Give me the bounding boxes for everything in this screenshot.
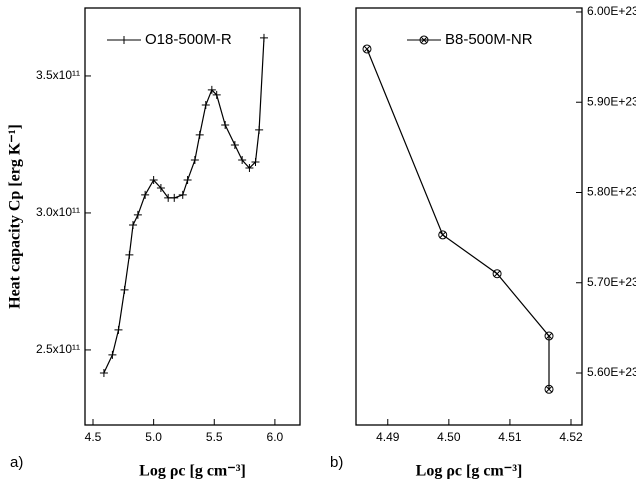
marker: [120, 36, 128, 44]
marker-circle: [492, 269, 502, 279]
y-tick-label: 6.00E+23: [587, 4, 636, 18]
marker-circle: [419, 35, 429, 45]
marker: [259, 33, 268, 42]
marker: [544, 331, 554, 341]
marker: [120, 285, 129, 294]
y-tick-label: 5.60E+23: [587, 365, 636, 379]
marker: [114, 325, 123, 334]
marker: [492, 269, 502, 279]
marker: [544, 384, 554, 394]
marker-circle: [438, 230, 448, 240]
marker: [195, 130, 204, 139]
marker-cross: [545, 332, 553, 340]
plot-frame: [355, 7, 583, 426]
x-tick-label: 6.0: [267, 430, 284, 444]
marker: [221, 120, 230, 129]
y-tick-label: 5.80E+23: [587, 185, 636, 199]
marker: [251, 157, 260, 166]
y-tick-label: 5.70E+23: [587, 275, 636, 289]
marker-circle: [544, 331, 554, 341]
x-tick-label: 5.0: [145, 430, 162, 444]
marker: [212, 90, 221, 99]
marker: [125, 250, 134, 259]
y-tick-label: 3.5x10¹¹: [36, 68, 80, 82]
y-axis-label: Heat capacity Cp [erg K⁻¹]: [7, 124, 24, 309]
x-axis-label: Log ρc [g cm⁻³]: [416, 463, 523, 480]
marker: [255, 125, 264, 134]
x-tick-label: 4.51: [498, 430, 522, 444]
marker-circle: [362, 44, 372, 54]
marker: [108, 350, 117, 359]
panel-label: b): [330, 454, 343, 471]
marker: [419, 35, 429, 45]
x-tick-label: 4.5: [85, 430, 102, 444]
plot-frame: [84, 7, 301, 426]
x-axis-label: Log ρc [g cm⁻³]: [139, 463, 246, 480]
marker: [99, 368, 108, 377]
x-tick-label: 4.50: [437, 430, 461, 444]
marker-cross: [439, 231, 447, 239]
legend-label: O18-500M-R: [145, 31, 232, 48]
marker-cross: [493, 270, 501, 278]
x-tick-label: 4.52: [559, 430, 583, 444]
marker: [178, 190, 187, 199]
marker: [183, 176, 192, 185]
marker: [438, 230, 448, 240]
marker: [362, 44, 372, 54]
legend-label: B8-500M-NR: [445, 31, 533, 48]
marker: [149, 176, 158, 185]
series-line: [103, 37, 265, 374]
marker-cross: [363, 45, 371, 53]
marker-circle: [544, 384, 554, 394]
marker: [141, 190, 150, 199]
x-tick-label: 5.5: [206, 430, 223, 444]
marker: [238, 156, 247, 165]
x-tick-label: 4.49: [376, 430, 400, 444]
marker-cross: [420, 36, 428, 44]
marker: [230, 140, 239, 149]
y-tick-label: 5.90E+23: [587, 94, 636, 108]
marker: [190, 156, 199, 165]
marker: [245, 164, 254, 173]
marker: [129, 220, 138, 229]
marker: [133, 210, 142, 219]
series-line: [366, 48, 550, 390]
y-tick-label: 3.0x10¹¹: [36, 205, 80, 219]
marker: [156, 184, 165, 193]
marker: [201, 100, 210, 109]
marker-cross: [545, 385, 553, 393]
panel-label: a): [10, 454, 23, 471]
marker: [207, 85, 216, 94]
y-tick-label: 2.5x10¹¹: [36, 342, 80, 356]
marker: [170, 193, 179, 202]
